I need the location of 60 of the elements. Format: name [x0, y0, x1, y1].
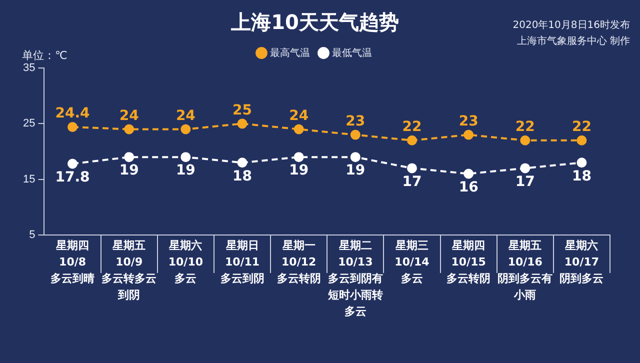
point: [406, 135, 417, 146]
data-label: 17: [402, 174, 422, 190]
data-label: 24.4: [55, 106, 90, 122]
text: 2020年10月8日16时发布: [512, 18, 630, 33]
data-label: 16: [458, 179, 478, 196]
point: [68, 158, 78, 169]
legend-label: 最高气温: [270, 46, 310, 59]
point: [294, 124, 304, 134]
y-tick-label: 35: [22, 62, 36, 74]
data-label: 22: [515, 119, 535, 136]
data-label: 25: [232, 102, 252, 118]
data-label: 17: [515, 174, 535, 190]
data-label: 17.8: [55, 169, 90, 186]
data-label: 19: [119, 162, 139, 179]
point: [237, 158, 248, 168]
point: [124, 124, 134, 134]
data-label: 19: [346, 162, 366, 179]
point: [294, 152, 304, 162]
data-label: 24: [289, 108, 309, 124]
point: [464, 130, 474, 140]
point: [576, 135, 587, 146]
data-label: 22: [402, 119, 422, 136]
data-label: 24: [176, 108, 196, 124]
x-tick-label: 星期二 10/13 多云到阴有短时小雨转多云: [326, 239, 383, 318]
point: [124, 152, 134, 162]
point: [237, 118, 248, 129]
x-tick-label: 星期四 10/8 多云到晴: [50, 239, 95, 286]
point: [68, 122, 78, 132]
chart-title: 上海10天天气趋势: [230, 10, 399, 34]
legend-label: 最低气温: [332, 46, 372, 59]
data-label: 19: [289, 162, 309, 179]
data-label: 23: [346, 113, 366, 130]
x-tick-label: 星期六 10/10 多云: [168, 239, 204, 286]
point: [520, 163, 530, 174]
x-tick-label: 星期五 10/16 阴到多云有小雨: [498, 239, 553, 302]
point: [350, 130, 360, 140]
point: [180, 152, 191, 162]
point: [180, 124, 191, 134]
point: [350, 152, 360, 162]
data-label: 18: [232, 168, 252, 184]
point: [406, 163, 417, 174]
x-tick-label: 星期日 10/11 多云到阴: [220, 239, 264, 286]
text: 上海市气象服务中心 制作: [516, 34, 630, 49]
data-label: 19: [176, 162, 196, 179]
data-label: 23: [458, 113, 478, 130]
x-tick-label: 星期五 10/9 多云转多云到阴: [102, 239, 157, 302]
y-tick-label: 5: [29, 229, 36, 242]
point: [520, 135, 530, 146]
x-tick-label: 星期四 10/15 多云转阴: [446, 239, 491, 286]
point: [576, 158, 587, 168]
x-tick-label: 星期六 10/17 阴到多云: [560, 239, 604, 286]
data-label: 24: [119, 108, 140, 124]
y-tick-label: 15: [22, 173, 36, 186]
y-tick-label: 25: [22, 118, 36, 130]
data-label: 18: [572, 168, 592, 184]
point: [464, 168, 474, 179]
y-axis-title: 单位：℃: [22, 48, 68, 63]
data-label: 22: [572, 119, 592, 136]
x-tick-label: 星期一 10/12 多云转阴: [276, 239, 321, 286]
x-tick-label: 星期三 10/14 多云: [394, 239, 430, 286]
